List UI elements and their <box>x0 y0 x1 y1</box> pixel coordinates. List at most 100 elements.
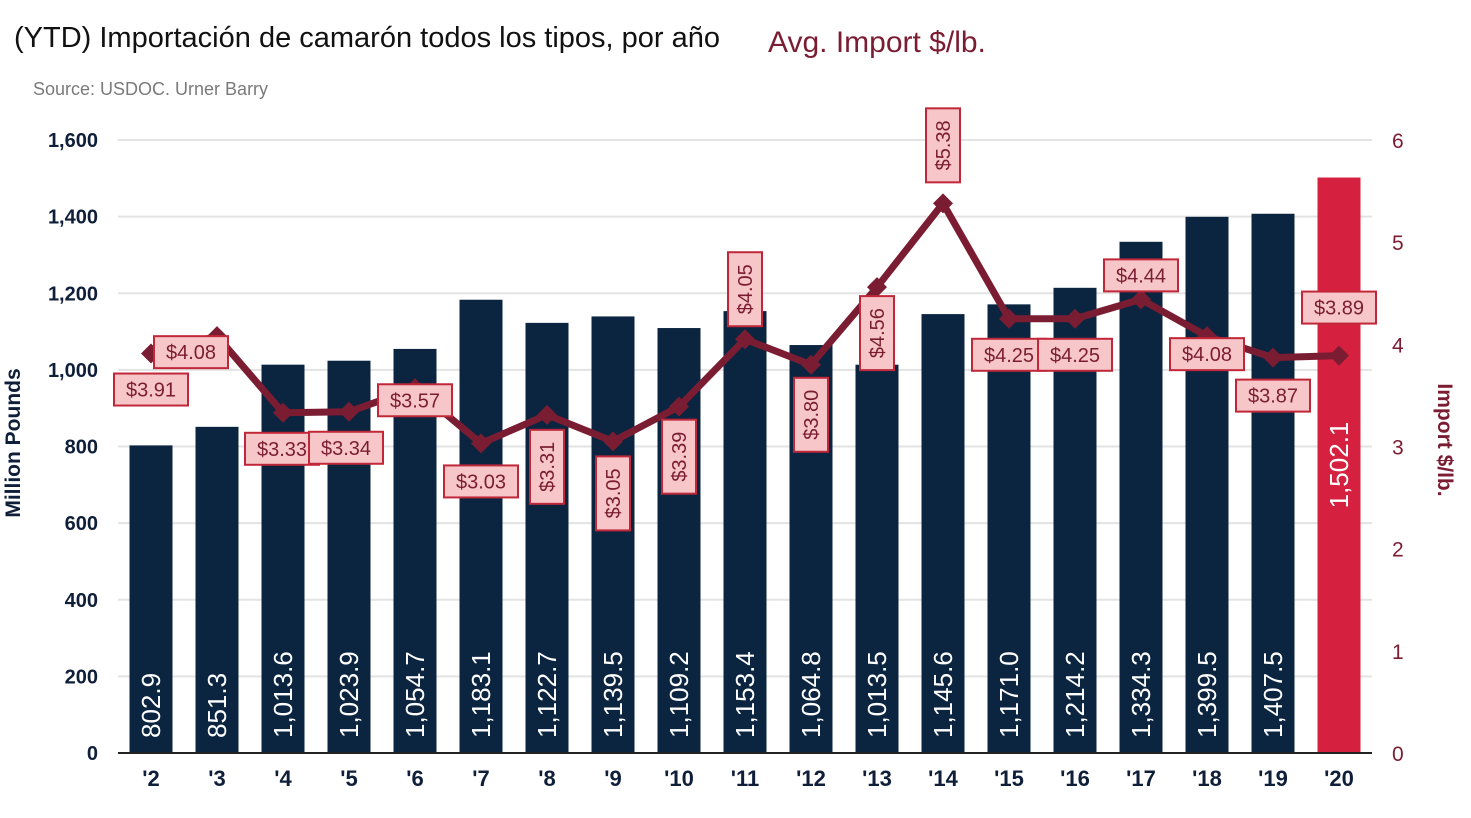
price-label: $3.87 <box>1248 386 1298 408</box>
bar-value-label: 1,171.0 <box>994 651 1024 738</box>
price-marker <box>1065 308 1085 329</box>
y-axis-title: Million Pounds <box>2 368 25 517</box>
bar <box>327 360 371 753</box>
bar-value-labels: 802.9 851.3 1,013.6 1,023.9 1,054.7 1,183.1 1,… <box>136 422 1354 738</box>
price-label-box <box>377 383 453 418</box>
y2-tick-label: 5 <box>1392 232 1404 255</box>
price-label: $4.56 <box>867 308 889 358</box>
y-tick-label: 0 <box>87 743 98 765</box>
bar-value-label: 1,013.6 <box>268 651 298 738</box>
y2-tick-label: 6 <box>1392 130 1404 153</box>
x-tick-label: '15 <box>994 766 1024 791</box>
y2-tick-label: 3 <box>1392 437 1404 460</box>
bar <box>1185 216 1229 754</box>
price-marker <box>339 401 359 422</box>
price-marker <box>471 433 491 454</box>
y-tick-label: 1,200 <box>48 283 98 305</box>
y-tick-label: 600 <box>65 513 98 535</box>
price-label: $3.39 <box>669 432 691 482</box>
bar <box>1251 213 1295 753</box>
price-label-box <box>529 428 565 505</box>
x-tick-label: '14 <box>928 766 958 791</box>
x-tick-label: '19 <box>1258 766 1288 791</box>
price-label: $3.80 <box>801 390 823 440</box>
price-marker <box>537 404 557 425</box>
bar <box>855 364 899 753</box>
x-tick-label: '11 <box>731 766 760 791</box>
bar-value-label: 1,153.4 <box>730 651 760 738</box>
x-tick-label: '10 <box>664 766 694 791</box>
bar <box>459 299 503 753</box>
y2-tick-label: 4 <box>1392 334 1404 357</box>
x-tick-label: '4 <box>274 766 292 791</box>
bar-value-label: 1,122.7 <box>532 651 562 738</box>
bar-value-label: 802.9 <box>136 673 166 738</box>
bar <box>1317 177 1361 753</box>
price-marker <box>1329 345 1349 366</box>
bar-value-label: 1,023.9 <box>334 651 364 738</box>
price-label-box <box>595 455 631 532</box>
bar-value-label: 1,145.6 <box>928 651 958 738</box>
y-tick-label: 1,600 <box>48 130 98 152</box>
price-label-box <box>925 107 961 184</box>
price-label: $4.25 <box>984 345 1034 367</box>
x-tick-label: '6 <box>406 766 423 791</box>
x-tick-label: '12 <box>796 766 826 791</box>
price-label-box <box>727 251 763 328</box>
line-series-legend: Avg. Import $/lb. <box>768 26 986 59</box>
price-label-box <box>1037 337 1113 372</box>
bar-value-label: 1,502.1 <box>1324 422 1354 509</box>
bar <box>195 426 239 753</box>
bar <box>525 322 569 753</box>
price-marker <box>999 308 1019 329</box>
price-label-box <box>1103 258 1179 293</box>
y-tick-label: 800 <box>65 437 98 459</box>
price-label: $4.05 <box>735 264 757 314</box>
y2-tick-label: 2 <box>1392 539 1404 562</box>
x-tick-label: '2 <box>142 766 159 791</box>
x-tick-label: '13 <box>862 766 892 791</box>
bar-value-label: 1,109.2 <box>664 651 694 738</box>
bar <box>921 314 965 753</box>
axes: 0 200 400 600 800 1,000 1,200 1,400 1,600 0 1 2 3 4 5 6… <box>2 130 1456 791</box>
price-label: $3.91 <box>126 380 176 402</box>
price-marker <box>1263 347 1283 368</box>
price-label: $4.44 <box>1116 265 1166 287</box>
price-marker <box>867 277 887 298</box>
price-marker <box>933 193 953 214</box>
y-tick-label: 1,400 <box>48 207 98 229</box>
price-marker <box>273 402 293 423</box>
bar <box>129 445 173 753</box>
y2-tick-label: 1 <box>1392 641 1404 664</box>
price-label: $3.31 <box>537 442 559 492</box>
price-marker <box>603 431 623 452</box>
bar <box>1119 241 1163 753</box>
price-marker <box>735 329 755 350</box>
price-label-box <box>153 335 229 370</box>
bar <box>723 311 767 753</box>
price-label-box <box>661 418 697 495</box>
x-tick-label: '16 <box>1060 766 1090 791</box>
y2-tick-label: 0 <box>1392 743 1404 766</box>
price-label: $5.38 <box>933 120 955 170</box>
price-label: $4.08 <box>1182 344 1232 366</box>
price-label: $3.57 <box>390 390 440 412</box>
y-tick-label: 400 <box>65 590 98 612</box>
bar <box>591 316 635 753</box>
x-tick-label: '9 <box>604 766 621 791</box>
price-marker <box>801 354 821 375</box>
price-labels: $3.91 $4.08 $3.33 $3.34 $3.57 $3.03 $3.31 $3.05… <box>113 107 1377 532</box>
price-label: $3.34 <box>321 438 371 460</box>
bar-value-label: 851.3 <box>202 673 232 738</box>
price-label: $3.05 <box>603 468 625 518</box>
price-label-box <box>443 464 519 499</box>
price-marker <box>1131 289 1151 310</box>
price-label-box <box>793 376 829 453</box>
bar <box>987 304 1031 753</box>
bar-value-label: 1,013.5 <box>862 651 892 738</box>
bar <box>261 364 305 753</box>
x-tick-label: '7 <box>472 766 489 791</box>
y2-axis-title: Import $/lb. <box>1433 383 1456 496</box>
x-tick-label: '20 <box>1324 766 1354 791</box>
